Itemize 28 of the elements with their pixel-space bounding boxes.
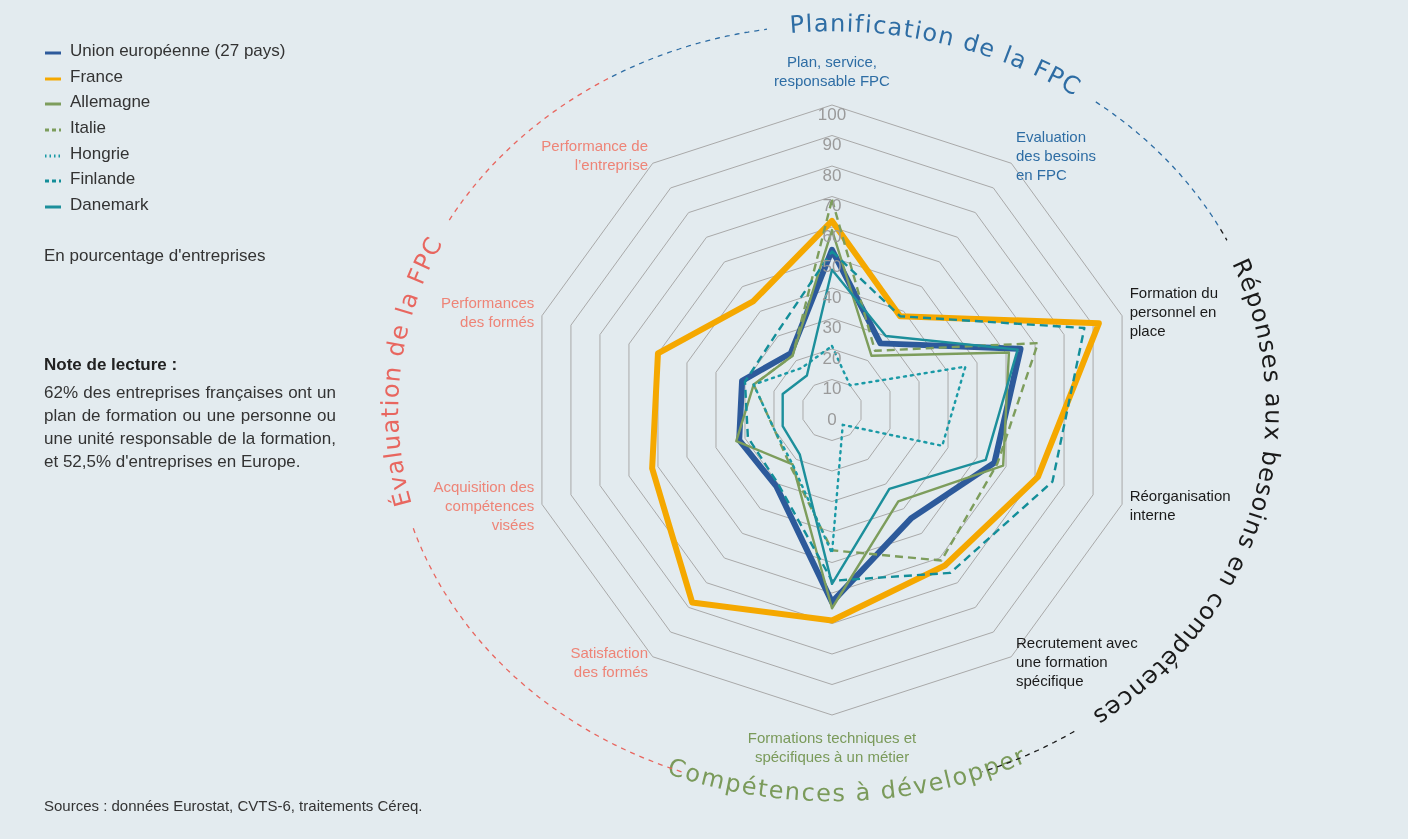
text: Note de lecture :: [44, 355, 178, 375]
y-tick-label: 100: [817, 104, 847, 124]
spoke-label: Performances des formés: [440, 293, 535, 330]
legend-label: Union européenne (27 pays): [70, 40, 286, 61]
legend-label: Hongrie: [70, 143, 130, 164]
text: En pourcentage d'entreprises: [44, 246, 266, 266]
spoke-label: Formations techniques et spécifiques à un métier: [747, 728, 918, 765]
spoke-label: Réorganisation interne: [1129, 487, 1231, 524]
text: 62% des entreprises françaises ont un plan de formation ou une personne ou une unité responsable de la formation, et 52,5% d'entreprises en Europe.: [44, 382, 336, 473]
y-tick-label: 10: [822, 379, 842, 399]
spoke-label: Formation du personnel en place: [1129, 284, 1219, 340]
y-tick-label: 90: [822, 135, 842, 155]
legend-label: Finlande: [70, 169, 136, 190]
legend-label: Allemagne: [70, 92, 151, 113]
spoke-label: Acquisition des compétences visées: [433, 477, 535, 533]
spoke-label: Evaluation des besoins en FPC: [1015, 127, 1097, 183]
legend-label: Danemark: [70, 194, 149, 215]
y-tick-label: 80: [822, 165, 842, 185]
y-tick-label: 20: [822, 348, 842, 368]
y-tick-label: 70: [822, 196, 842, 216]
spoke-label: Performance de l’entreprise: [541, 137, 649, 174]
y-tick-label: 30: [822, 318, 842, 338]
source-note: Sources : données Eurostat, CVTS-6, traitements Céreq.: [44, 797, 423, 814]
spoke-label: Plan, service, responsable FPC: [774, 52, 891, 89]
legend-label: Italie: [70, 117, 106, 138]
y-tick-label: 0: [827, 409, 837, 429]
spoke-label: Satisfaction des formés: [570, 643, 649, 680]
legend-label: France: [70, 66, 123, 87]
